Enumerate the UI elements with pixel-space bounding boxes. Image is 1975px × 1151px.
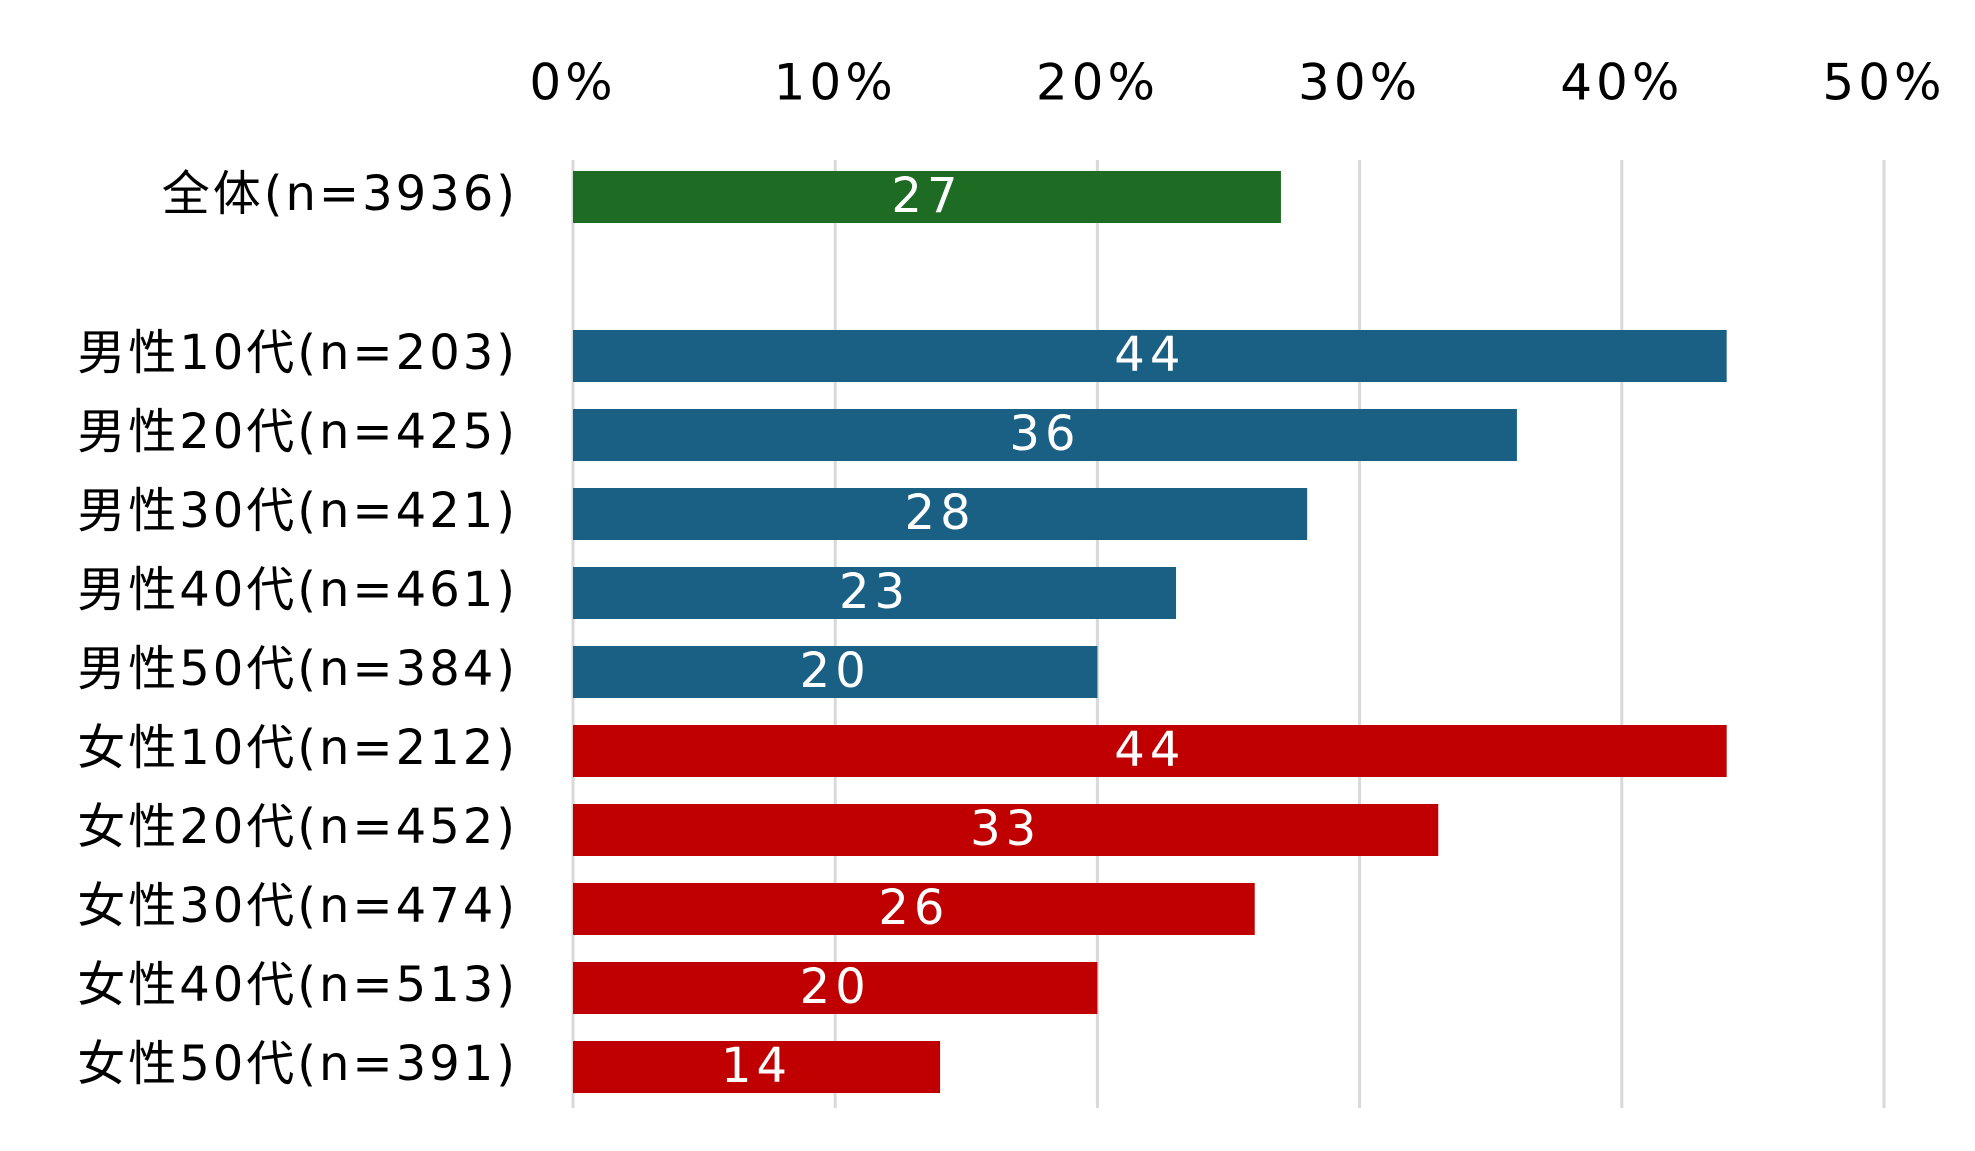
bar-female	[573, 804, 1439, 856]
bar-male	[573, 409, 1517, 461]
x-tick-label: 0%	[529, 54, 616, 112]
value-label: 36	[1009, 406, 1080, 462]
category-label: 男性50代(n=384)	[77, 641, 518, 697]
category-label: 男性10代(n=203)	[77, 325, 518, 381]
category-label: 男性30代(n=421)	[77, 483, 518, 539]
value-label: 20	[800, 959, 871, 1015]
bar-male	[573, 330, 1727, 382]
x-tick-label: 10%	[774, 54, 897, 112]
bar-female	[573, 962, 1098, 1014]
category-label: 女性20代(n=452)	[77, 799, 518, 855]
bar-male	[573, 488, 1308, 540]
value-label: 23	[839, 564, 910, 620]
category-label: 男性40代(n=461)	[77, 562, 518, 618]
bar-female	[573, 725, 1727, 777]
gridlines	[571, 160, 1886, 1108]
category-label: 女性30代(n=474)	[77, 878, 518, 934]
value-label: 14	[721, 1038, 792, 1094]
value-label: 33	[970, 801, 1041, 857]
category-label: 女性40代(n=513)	[77, 957, 518, 1013]
x-tick-label: 50%	[1822, 54, 1945, 112]
value-label: 27	[891, 168, 962, 224]
bar-female	[573, 883, 1255, 935]
category-label: 女性10代(n=212)	[77, 720, 518, 776]
value-label: 26	[878, 880, 949, 936]
bar-male	[573, 646, 1098, 698]
value-label: 44	[1114, 327, 1185, 383]
bar-male	[573, 567, 1177, 619]
bar-female	[573, 1041, 941, 1093]
x-tick-label: 40%	[1560, 54, 1683, 112]
category-label: 女性50代(n=391)	[77, 1036, 518, 1092]
value-label: 44	[1114, 722, 1185, 778]
value-label: 28	[905, 485, 976, 541]
x-tick-label: 20%	[1036, 54, 1159, 112]
x-axis-ticks: 0% 10% 20% 30% 40% 50%	[529, 54, 1945, 112]
category-labels: 全体(n=3936) 男性10代(n=203) 男性20代(n=425) 男性30代(…	[77, 166, 518, 1092]
category-label: 全体(n=3936)	[162, 166, 518, 222]
category-label: 男性20代(n=425)	[77, 404, 518, 460]
value-label: 20	[800, 643, 871, 699]
bars	[573, 171, 1727, 1093]
x-tick-label: 30%	[1298, 54, 1421, 112]
bar-total	[573, 171, 1281, 223]
